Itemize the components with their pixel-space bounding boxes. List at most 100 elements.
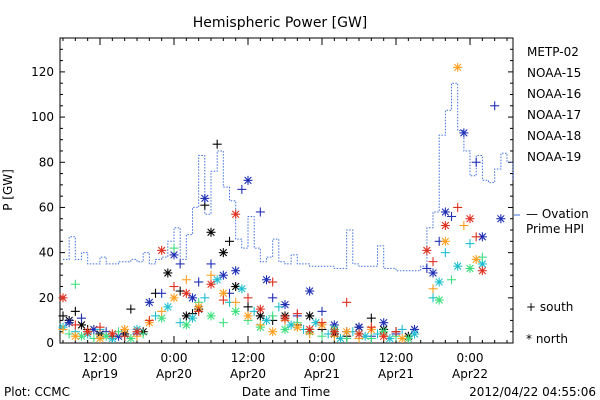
marker-noaa-15 [490, 101, 500, 111]
plot-timestamp-footer: 2012/04/22 04:55:06 [469, 385, 596, 399]
marker-stroke [157, 314, 166, 322]
marker-stroke [435, 296, 443, 304]
marker-metp-02 [218, 248, 228, 258]
marker-stroke [256, 305, 265, 313]
marker-noaa-19 [471, 232, 481, 242]
marker-noaa-17 [70, 279, 80, 289]
marker-noaa-18 [169, 293, 179, 303]
marker-stroke [188, 314, 197, 322]
marker-noaa-16 [175, 318, 185, 328]
marker-noaa-18 [268, 327, 278, 337]
marker-stroke [478, 266, 487, 275]
marker-noaa-17 [206, 311, 216, 321]
marker-noaa-19 [206, 279, 216, 289]
marker-noaa-19 [107, 329, 117, 339]
marker-noaa-17 [280, 324, 290, 334]
ovation-legend-line2: Prime HPI [526, 222, 584, 236]
y-axis-label: P [GW] [1, 169, 15, 211]
marker-stroke [231, 307, 240, 316]
marker-stroke [194, 303, 203, 311]
marker-noaa-19 [83, 327, 93, 337]
legend-entry: NOAA-17 [527, 108, 581, 122]
marker-stroke [330, 327, 339, 336]
marker-noaa-15 [175, 259, 185, 269]
marker-stroke [157, 246, 166, 255]
marker-stroke [453, 262, 462, 270]
x-tick-time: 0:00 [309, 351, 336, 365]
marker-metp-02 [70, 306, 80, 316]
marker-noaa-19 [428, 257, 438, 267]
x-tick-time: 12:00 [83, 351, 118, 365]
marker-noaa-18 [157, 306, 167, 316]
y-tick-label: 100 [31, 110, 54, 124]
marker-noaa-15 [218, 270, 228, 280]
x-axis-label: Date and Time [242, 385, 330, 399]
marker-noaa-17 [114, 327, 124, 337]
marker-noaa-19 [268, 277, 278, 287]
marker-stroke [207, 280, 215, 289]
marker-noaa-15 [64, 318, 74, 328]
marker-stroke [355, 330, 363, 338]
data-markers [58, 62, 506, 343]
marker-stroke [262, 275, 271, 284]
marker-noaa-17 [169, 243, 179, 253]
y-tick-label: 40 [39, 246, 54, 260]
marker-metp-02 [58, 311, 68, 321]
marker-stroke [342, 327, 351, 336]
marker-metp-02 [243, 302, 253, 312]
marker-stroke [379, 318, 388, 327]
marker-noaa-18 [243, 311, 253, 321]
marker-noaa-17 [317, 331, 327, 341]
marker-noaa-15 [471, 157, 481, 167]
marker-stroke [238, 285, 246, 293]
marker-metp-02 [255, 311, 265, 321]
marker-metp-02 [163, 268, 173, 278]
marker-noaa-15 [157, 288, 167, 298]
marker-noaa-16 [151, 311, 161, 321]
legend-entry: NOAA-18 [527, 129, 581, 143]
marker-noaa-15 [447, 211, 457, 221]
legend: METP-02 NOAA-15 NOAA-16 NOAA-17 NOAA-18 NOAA-… [527, 45, 581, 164]
marker-noaa-18 [231, 297, 241, 307]
marker-noaa-16 [212, 275, 222, 285]
marker-noaa-17 [477, 252, 487, 262]
marker-stroke [96, 334, 104, 343]
marker-noaa-19 [144, 315, 154, 325]
y-tick-label: 60 [39, 200, 54, 214]
x-tick-date: Apr20 [156, 367, 192, 381]
marker-stroke [256, 312, 265, 320]
marker-noaa-17 [366, 333, 376, 343]
marker-noaa-17 [447, 275, 457, 285]
marker-stroke [207, 312, 215, 320]
ovation-prime-hpi-line [63, 82, 514, 272]
y-tick-label: 20 [39, 291, 54, 305]
marker-stroke [355, 323, 363, 331]
marker-noaa-17 [138, 329, 148, 339]
marker-stroke [441, 221, 450, 230]
marker-stroke [164, 303, 172, 311]
marker-noaa-19 [280, 313, 290, 323]
marker-stroke [120, 325, 129, 334]
marker-stroke [164, 269, 172, 277]
marker-stroke [305, 312, 314, 320]
marker-stroke [293, 323, 302, 331]
marker-noaa-18 [440, 236, 450, 246]
marker-noaa-16 [373, 329, 383, 339]
x-tick-date: Apr19 [82, 367, 118, 381]
marker-noaa-15 [243, 175, 253, 185]
marker-noaa-18 [206, 270, 216, 280]
marker-metp-02 [126, 304, 136, 314]
marker-noaa-19 [453, 202, 463, 212]
marker-noaa-15 [206, 259, 216, 269]
marker-noaa-19 [255, 304, 265, 314]
marker-stroke [108, 330, 117, 338]
marker-stroke [466, 264, 474, 273]
symbol-legend-north: * north [526, 332, 568, 346]
marker-noaa-15 [255, 207, 265, 217]
marker-stroke [182, 321, 191, 329]
marker-noaa-19 [181, 288, 191, 298]
y-tick-label: 0 [46, 336, 54, 350]
marker-noaa-15 [262, 275, 272, 285]
marker-noaa-17 [218, 318, 228, 328]
plot-source-footer: Plot: CCMC [4, 385, 70, 399]
